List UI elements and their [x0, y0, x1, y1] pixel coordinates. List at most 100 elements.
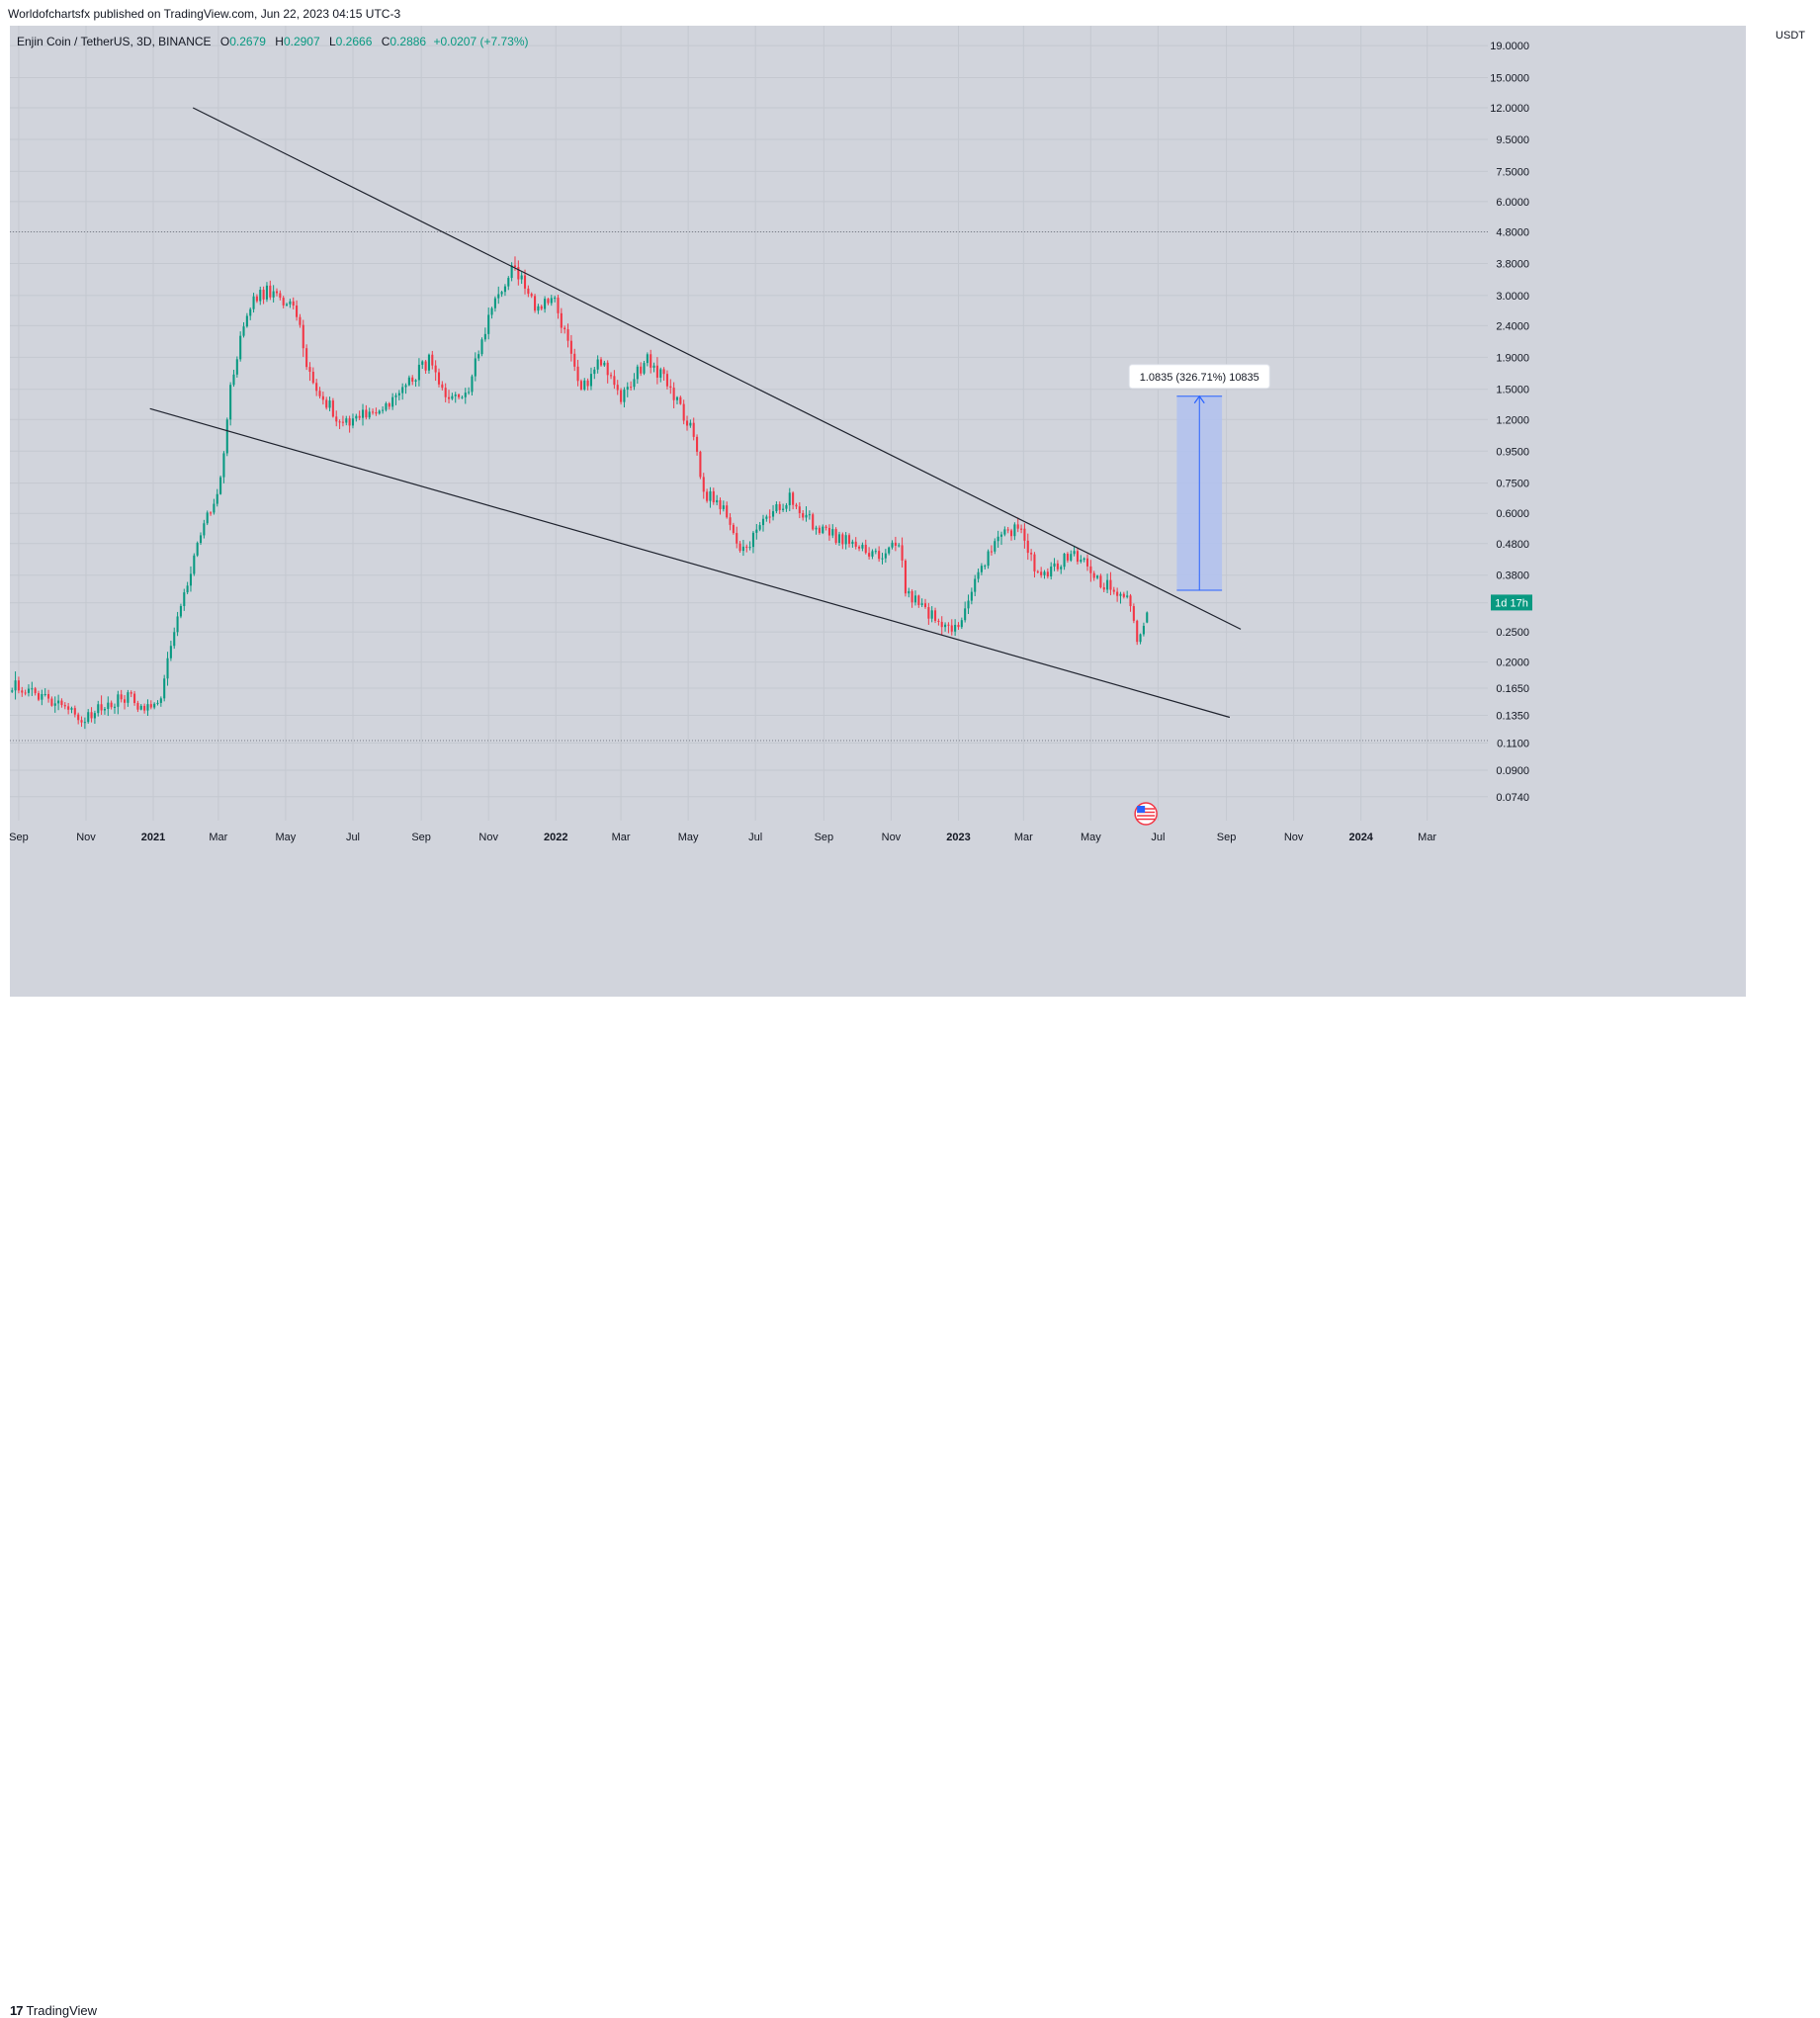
candle-body [249, 308, 252, 316]
candle-body [196, 543, 199, 556]
candle-body [798, 506, 801, 514]
candle-body [451, 395, 454, 399]
candle-body [199, 535, 203, 544]
candle-body [259, 290, 262, 302]
chart-pane[interactable] [10, 26, 1746, 997]
y-tick-label: 0.0900 [1496, 765, 1529, 777]
candle-body [824, 526, 827, 528]
candle-body [593, 369, 596, 375]
candle-body [325, 399, 328, 408]
candle-body [685, 420, 689, 426]
candle-body [93, 713, 96, 719]
candle-body [50, 698, 53, 706]
flag-canton [1137, 806, 1146, 813]
candle-body [421, 361, 424, 365]
candle-body [434, 365, 437, 373]
candle-body [603, 362, 606, 366]
y-tick-label: 0.1650 [1496, 683, 1529, 695]
candle-body [706, 491, 709, 501]
candle-body [358, 415, 361, 418]
lower-trendline[interactable] [149, 407, 1231, 719]
candle-body [500, 292, 503, 295]
candle-body [1139, 634, 1142, 643]
candlestick-series [11, 256, 1149, 730]
candle-body [27, 688, 31, 693]
candle-body [173, 632, 176, 647]
candle-body [636, 366, 639, 380]
candle-body [361, 409, 365, 418]
candle-body [1126, 595, 1129, 597]
x-tick-label: Jul [748, 832, 762, 843]
candle-body [795, 504, 798, 507]
candle-body [967, 600, 970, 609]
candle-body [1036, 570, 1039, 572]
candle-body [1053, 563, 1056, 568]
candle-body [262, 290, 265, 300]
candle-body [302, 324, 304, 349]
candle-body [1109, 579, 1112, 590]
candle-body [265, 285, 268, 300]
candle-body [669, 386, 672, 389]
candle-body [1099, 575, 1102, 587]
candle-body [385, 402, 388, 410]
trendlines[interactable] [149, 107, 1242, 719]
candle-body [994, 541, 997, 552]
candle-body [338, 421, 341, 423]
candle-body [239, 335, 242, 360]
candle-body [80, 720, 83, 723]
candle-body [417, 364, 420, 381]
candle-body [1003, 529, 1006, 535]
candle-body [213, 503, 216, 513]
x-tick-label: 2022 [544, 832, 567, 843]
price-chart[interactable]: 1.0835 (326.71%) 10835 USDT 19.0000 15.00… [0, 0, 1820, 1031]
published-bar: Worldofchartsfx published on TradingView… [0, 0, 1820, 26]
price-axis[interactable]: USDT 19.0000 15.0000 12.0000 9.5000 7.5000 6.… [1490, 30, 1805, 804]
candle-body [355, 415, 358, 419]
candle-body [1033, 554, 1036, 571]
economic-event-marker[interactable] [1134, 802, 1158, 826]
candle-body [709, 490, 712, 501]
candle-body [751, 532, 755, 548]
candle-body [120, 694, 123, 700]
y-tick-label: 0.7500 [1496, 479, 1529, 490]
candle-body [792, 492, 795, 505]
candle-body [143, 705, 146, 711]
y-tick-label: 0.2000 [1496, 658, 1529, 669]
candle-body [868, 553, 871, 557]
candle-body [696, 436, 699, 452]
candle-body [477, 354, 480, 359]
candle-body [83, 722, 86, 724]
candle-body [1129, 595, 1132, 607]
x-tick-label: Jul [346, 832, 360, 843]
candle-body [454, 395, 457, 396]
countdown-tag[interactable] [1491, 594, 1532, 611]
candle-body [1060, 567, 1063, 570]
tradingview-logo[interactable]: 17 TradingView [10, 2003, 97, 2018]
candle-body [927, 607, 930, 619]
candle-body [827, 527, 830, 536]
candle-body [908, 590, 910, 594]
candle-body [57, 700, 60, 704]
upper-trendline[interactable] [192, 107, 1242, 630]
candle-body [523, 275, 527, 289]
candle-body [305, 348, 308, 368]
candle-body [372, 411, 375, 413]
y-tick-label: 1.5000 [1496, 385, 1529, 396]
candle-body [216, 493, 218, 504]
candle-body [279, 293, 282, 299]
candle-body [1063, 554, 1066, 568]
candle-body [805, 514, 808, 518]
price-range-measure[interactable]: 1.0835 (326.71%) 10835 [1128, 364, 1270, 591]
open-value: 0.2679 [229, 35, 266, 48]
time-axis[interactable]: Sep Nov 2021 Mar May Jul Sep Nov 2022 Mar May Jul Se… [9, 832, 1436, 843]
candle-body [841, 534, 844, 545]
candle-body [586, 380, 589, 387]
y-tick-label: 3.8000 [1496, 258, 1529, 270]
candle-body [557, 298, 560, 313]
candle-body [1119, 593, 1122, 596]
x-tick-label: Mar [1014, 832, 1033, 843]
candle-body [149, 704, 152, 708]
candle-body [665, 374, 668, 387]
candle-body [299, 316, 302, 325]
candle-body [100, 704, 103, 711]
